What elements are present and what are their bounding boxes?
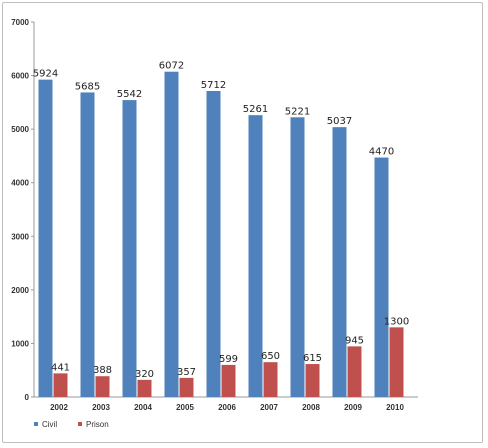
bar-civil (206, 91, 221, 397)
data-label-prison: 945 (345, 335, 364, 346)
bar-prison (305, 364, 320, 397)
data-label-civil: 5685 (75, 81, 100, 92)
data-label-prison: 441 (51, 362, 70, 373)
y-tick-label: 3000 (11, 232, 29, 241)
x-tick-label: 2004 (134, 403, 152, 412)
x-tick-label: 2009 (344, 403, 362, 412)
data-label-civil: 5037 (327, 116, 352, 127)
legend-label-civil: Civil (42, 420, 57, 429)
bar-civil (38, 79, 53, 398)
bar-civil (290, 117, 305, 397)
data-label-prison: 615 (303, 353, 322, 364)
bar-prison (179, 377, 194, 397)
bar-prison (347, 346, 362, 397)
bar-prison (95, 376, 110, 397)
data-label-civil: 5261 (243, 104, 268, 115)
bar-civil (374, 157, 389, 397)
y-tick-label: 7000 (11, 18, 29, 27)
bar-prison (53, 373, 68, 397)
data-label-civil: 4470 (369, 147, 394, 158)
y-tick-label: 2000 (11, 286, 29, 295)
bar-civil (122, 100, 137, 397)
bar-civil (80, 92, 95, 398)
x-tick-label: 2006 (218, 403, 236, 412)
legend-swatch-prison (78, 422, 82, 426)
data-label-prison: 599 (219, 354, 238, 365)
legend-label-prison: Prison (86, 420, 109, 429)
data-label-civil: 5712 (201, 80, 226, 91)
x-tick-label: 2008 (302, 403, 320, 412)
data-label-prison: 320 (135, 369, 154, 380)
data-label-civil: 5924 (33, 69, 58, 80)
y-tick-label: 6000 (11, 72, 29, 81)
x-tick-label: 2010 (386, 403, 404, 412)
y-tick-label: 5000 (11, 125, 29, 134)
bar-prison (263, 362, 278, 397)
data-label-civil: 5221 (285, 106, 310, 117)
y-tick-label: 1000 (11, 339, 29, 348)
x-tick-label: 2005 (176, 403, 194, 412)
legend-swatch-civil (34, 422, 38, 426)
data-label-civil: 6072 (159, 61, 184, 72)
bar-civil (164, 71, 179, 397)
data-label-prison: 388 (93, 365, 112, 376)
data-label-prison: 650 (261, 351, 280, 362)
data-label-civil: 5542 (117, 89, 142, 100)
x-tick-label: 2007 (260, 403, 278, 412)
y-tick-label: 0 (25, 393, 30, 402)
data-label-prison: 1300 (384, 316, 409, 327)
bar-prison (221, 364, 236, 397)
y-tick-label: 4000 (11, 179, 29, 188)
bar-civil (248, 115, 263, 398)
data-label-prison: 357 (177, 367, 196, 378)
bar-civil (332, 127, 347, 398)
x-tick-label: 2003 (92, 403, 110, 412)
x-tick-label: 2002 (50, 403, 68, 412)
bar-prison (389, 327, 404, 397)
bar-prison (137, 379, 152, 397)
